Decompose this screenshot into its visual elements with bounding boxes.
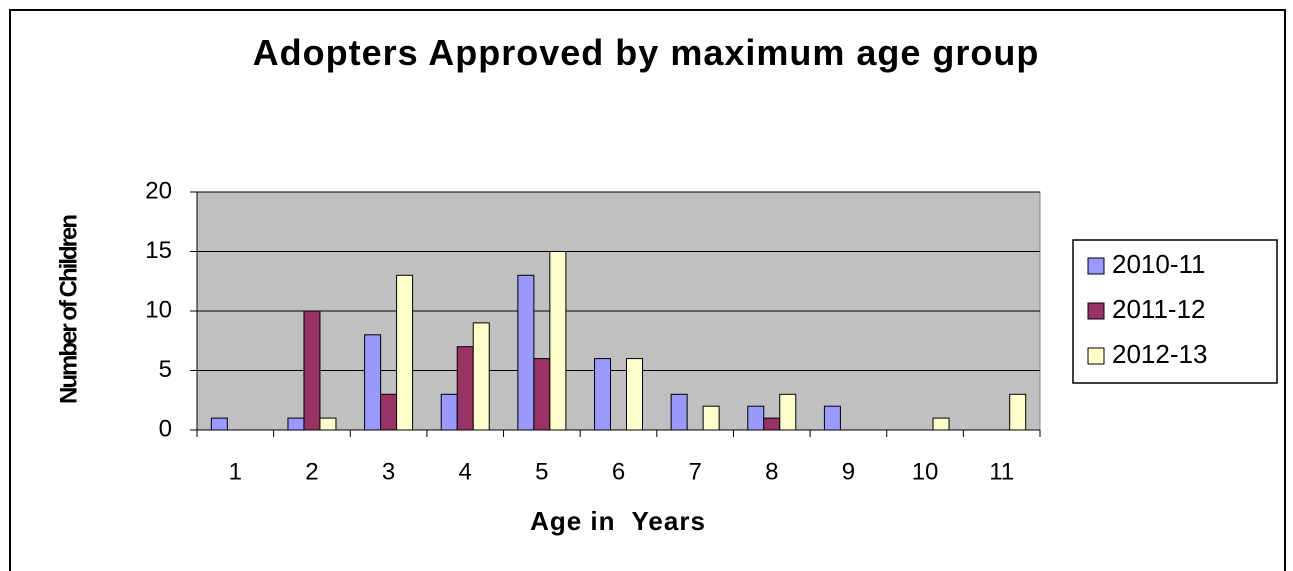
bar [440,393,458,431]
bar [626,358,643,431]
x-tick-label: 4 [459,458,472,485]
chart-title: Adopters Approved by maximum age group [252,32,1040,73]
bar [396,274,414,431]
bar [456,346,474,431]
bar [319,417,337,431]
x-tick-label: 1 [229,458,242,485]
bar [594,358,611,431]
chart-border [9,9,1286,571]
bar [472,322,490,431]
x-tick-label: 2 [305,458,318,485]
legend-swatch [1087,257,1105,275]
x-tick-label: 7 [688,458,701,485]
bar [1009,393,1027,431]
bar [670,393,688,431]
y-axis-label: Number of Children [55,215,82,404]
bar [702,405,720,431]
y-tick-label: 10 [145,296,172,323]
legend-label: 2010-11 [1112,249,1206,279]
bar [747,405,765,431]
bar [303,310,321,431]
bar [549,251,567,431]
bar [823,405,841,431]
legend-label: 2012-13 [1112,339,1207,369]
y-tick-label: 5 [159,356,172,383]
x-tick-label: 11 [989,458,1014,485]
bar [380,393,398,431]
legend-swatch [1087,347,1105,365]
x-tick-label: 3 [382,458,395,485]
bar [364,334,382,431]
x-tick-label: 8 [765,458,778,485]
bar [932,417,950,431]
x-tick-label: 10 [912,458,939,485]
x-tick-label: 5 [535,458,548,485]
y-tick-label: 20 [145,177,172,204]
y-tick-label: 0 [159,415,172,442]
x-tick-label: 9 [842,458,855,485]
legend-box [1072,239,1278,384]
x-axis-label: Age in Years [530,506,706,536]
y-tick-label: 15 [145,237,172,264]
bar [763,417,781,431]
x-tick-label: 6 [612,458,625,485]
bar [533,358,551,431]
bar [287,417,305,431]
bar [517,274,535,431]
legend-swatch [1087,302,1105,320]
bar [210,417,228,431]
legend-label: 2011-12 [1112,294,1206,324]
bar [779,393,797,431]
